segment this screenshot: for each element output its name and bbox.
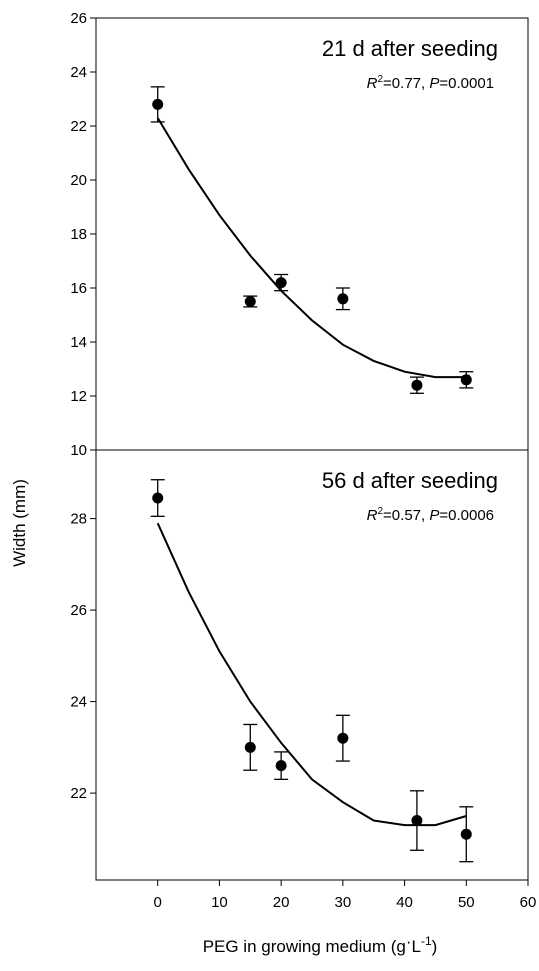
data-point (275, 277, 287, 289)
y-tick-label: 20 (70, 172, 87, 189)
y-tick-label: 18 (70, 226, 87, 243)
stat-r-value: =0.57, (383, 507, 429, 524)
data-point (244, 741, 256, 753)
panel-title: 56 d after seeding (322, 468, 498, 493)
y-tick-label: 26 (70, 10, 87, 27)
data-point (244, 296, 256, 307)
data-point (152, 492, 164, 504)
x-axis-label-sup: -1 (421, 934, 432, 948)
fit-curve (156, 522, 467, 827)
y-tick-label: 28 (70, 511, 87, 528)
stat-r-label: R (367, 75, 378, 92)
y-axis-label: Width (mm) (10, 479, 29, 567)
y-tick-label: 22 (70, 118, 87, 135)
y-tick-label: 16 (70, 280, 87, 297)
panel-stat: R2=0.77, P=0.0001 (367, 74, 494, 92)
stat-p-label: P (429, 75, 439, 92)
y-tick-label: 22 (70, 785, 87, 802)
x-axis-label-dot: · (406, 932, 412, 951)
stat-p-value: =0.0001 (439, 75, 494, 92)
y-tick-label: 12 (70, 388, 87, 405)
y-tick-label: 26 (70, 602, 87, 619)
stat-r-sup: 2 (377, 506, 383, 517)
x-tick-label: 60 (520, 894, 537, 911)
fit-curve (156, 117, 467, 379)
panel-stat: R2=0.57, P=0.0006 (367, 506, 494, 524)
x-tick-label: 20 (273, 894, 290, 911)
x-tick-label: 30 (335, 894, 352, 911)
plot-frame (95, 17, 529, 881)
stat-r-label: R (367, 507, 378, 524)
x-tick-label: 50 (458, 894, 475, 911)
x-axis-label-close: ) (432, 937, 438, 956)
stat-r-value: =0.77, (383, 75, 429, 92)
x-tick-label: 40 (396, 894, 413, 911)
data-point (460, 828, 472, 840)
data-point (337, 293, 349, 305)
stat-r-sup: 2 (377, 74, 383, 85)
panel-2: 22 24 26 28 56 d after seeding R2=0.57, P=0.0… (70, 468, 498, 863)
data-point (460, 374, 472, 386)
x-axis-label: PEG in growing medium (g·L-1) (203, 932, 438, 956)
y-tick-label: 24 (70, 64, 87, 81)
x-axis: 0 10 20 30 40 50 60 (154, 880, 537, 911)
data-point (411, 815, 423, 827)
stat-p-value: =0.0006 (439, 507, 494, 524)
x-axis-label-unit: L (412, 937, 421, 956)
y-tick-label: 14 (70, 334, 87, 351)
y-tick-label: 24 (70, 694, 87, 711)
x-tick-label: 0 (154, 894, 162, 911)
data-point (337, 732, 349, 744)
data-point (411, 379, 423, 391)
stat-p-label: P (429, 507, 439, 524)
x-axis-label-main: PEG in growing medium (g (203, 937, 406, 956)
data-point (152, 98, 164, 110)
plot-border (95, 17, 529, 881)
x-tick-label: 10 (211, 894, 228, 911)
y-tick-label: 10 (70, 442, 87, 459)
panel-title: 21 d after seeding (322, 36, 498, 61)
data-point (275, 760, 287, 772)
